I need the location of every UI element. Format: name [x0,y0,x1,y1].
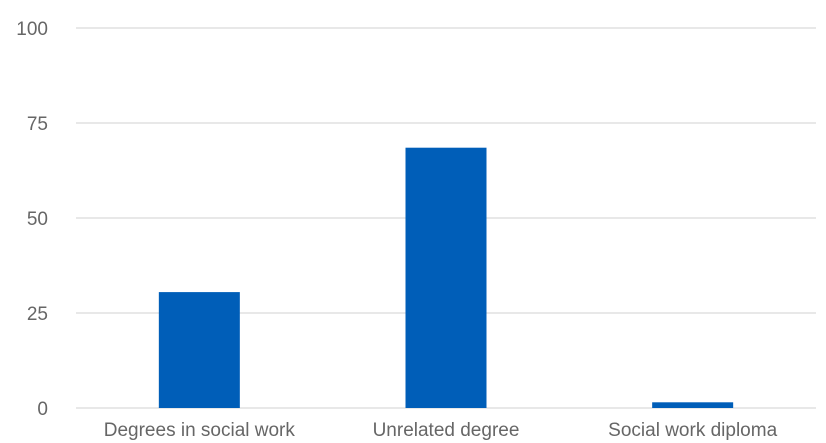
bar-degrees-in-social-work [158,292,240,408]
y-tick-label: 75 [27,114,48,135]
x-category-label: Degrees in social work [104,420,296,441]
bars [158,147,734,408]
y-tick-label: 25 [27,304,48,325]
y-axis-tick-labels: 0 25 50 75 100 [16,19,48,420]
x-axis-category-labels: Degrees in social work Unrelated degree So… [104,420,778,441]
bar-social-work-diploma [652,402,734,408]
x-category-label: Social work diploma [608,420,777,441]
y-tick-label: 50 [27,209,48,230]
y-tick-label: 0 [37,399,48,420]
x-category-label: Unrelated degree [373,420,520,441]
y-tick-label: 100 [16,19,48,40]
bar-unrelated-degree [405,147,487,408]
